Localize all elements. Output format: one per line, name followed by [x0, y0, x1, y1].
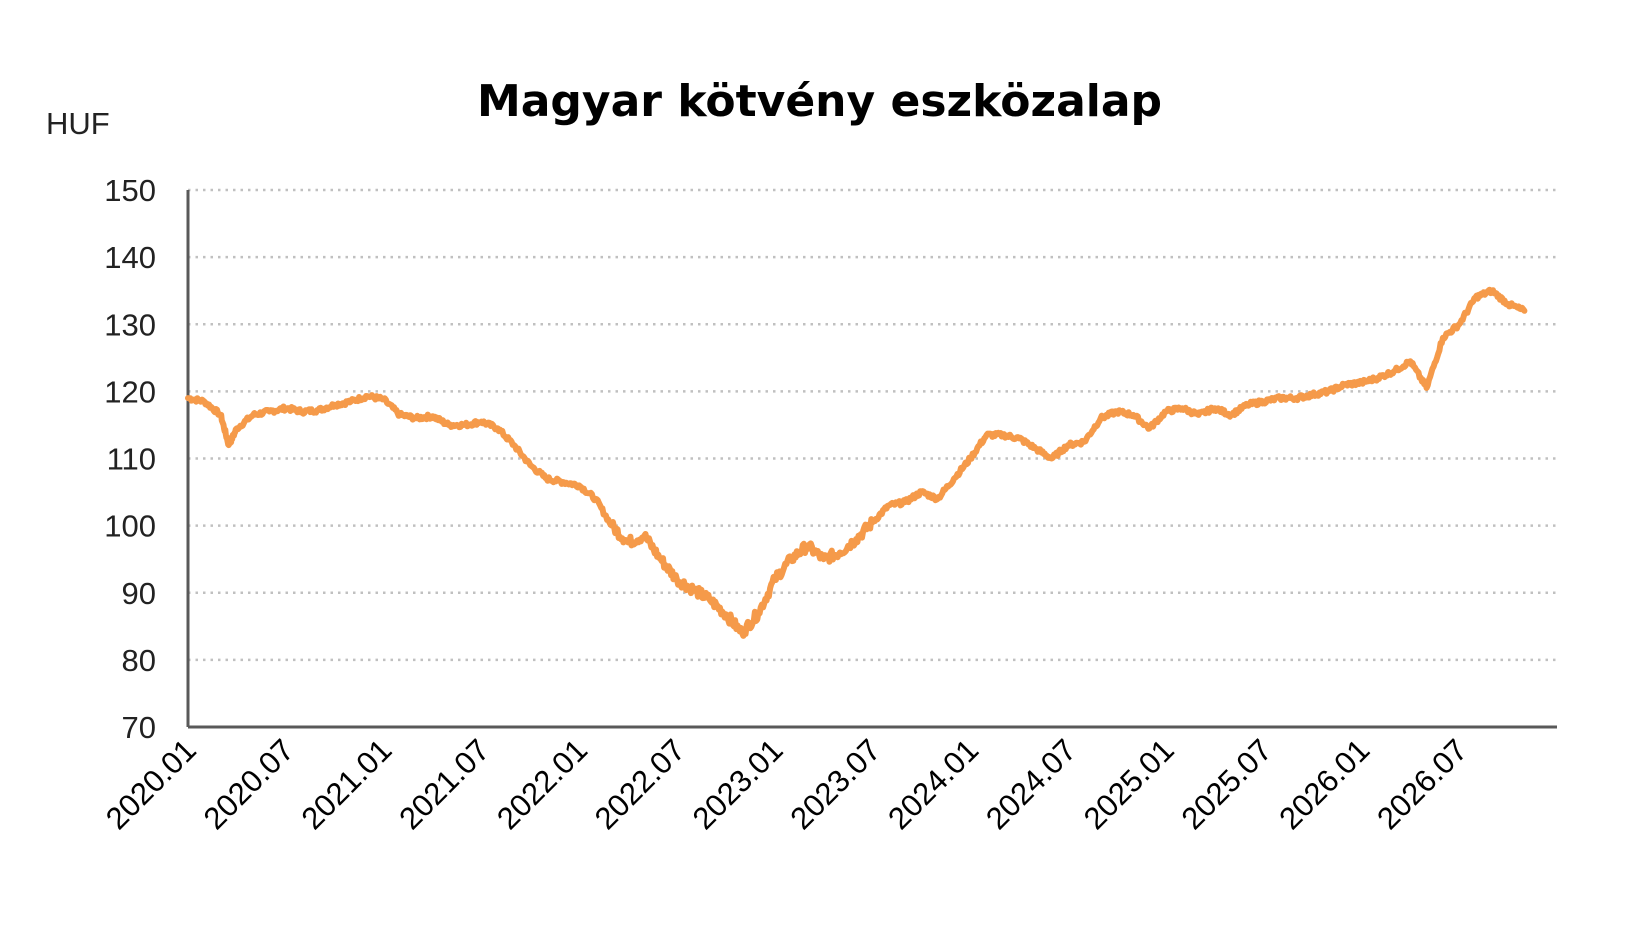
x-tick-label: 2020.01 [99, 732, 203, 836]
x-tick-label: 2022.07 [588, 732, 692, 836]
y-tick-labels: 70 80 90 100 110 120 130 140 150 [104, 173, 156, 745]
x-tick-label: 2024.07 [979, 732, 1083, 836]
y-axis-unit-label: HUF [46, 106, 110, 141]
y-tick-label: 70 [122, 710, 156, 745]
y-tick-label: 130 [104, 307, 156, 342]
y-tick-label: 120 [104, 374, 156, 409]
x-tick-label: 2025.01 [1077, 732, 1181, 836]
x-tick-label: 2021.07 [392, 732, 496, 836]
x-tick-label: 2026.07 [1370, 732, 1474, 836]
y-tick-label: 90 [122, 576, 156, 611]
x-tick-label: 2023.01 [686, 732, 790, 836]
y-tick-label: 100 [104, 509, 156, 544]
x-tick-label: 2024.01 [881, 732, 985, 836]
y-tick-label: 110 [107, 442, 156, 477]
y-tick-label: 150 [104, 173, 156, 208]
y-tick-label: 140 [104, 240, 156, 275]
gridlines [188, 188, 1557, 662]
x-tick-label: 2021.01 [295, 732, 399, 836]
x-tick-label: 2022.01 [490, 732, 594, 836]
y-tick-label: 80 [122, 643, 156, 678]
x-tick-label: 2026.01 [1272, 732, 1376, 836]
x-tick-labels: 2020.012020.072021.012021.072022.012022.… [99, 732, 1474, 836]
chart-title: Magyar kötvény eszközalap [476, 76, 1163, 127]
x-tick-label: 2020.07 [197, 732, 301, 836]
x-tick-label: 2025.07 [1175, 732, 1279, 836]
x-tick-label: 2023.07 [783, 732, 887, 836]
series-line [185, 286, 1528, 639]
